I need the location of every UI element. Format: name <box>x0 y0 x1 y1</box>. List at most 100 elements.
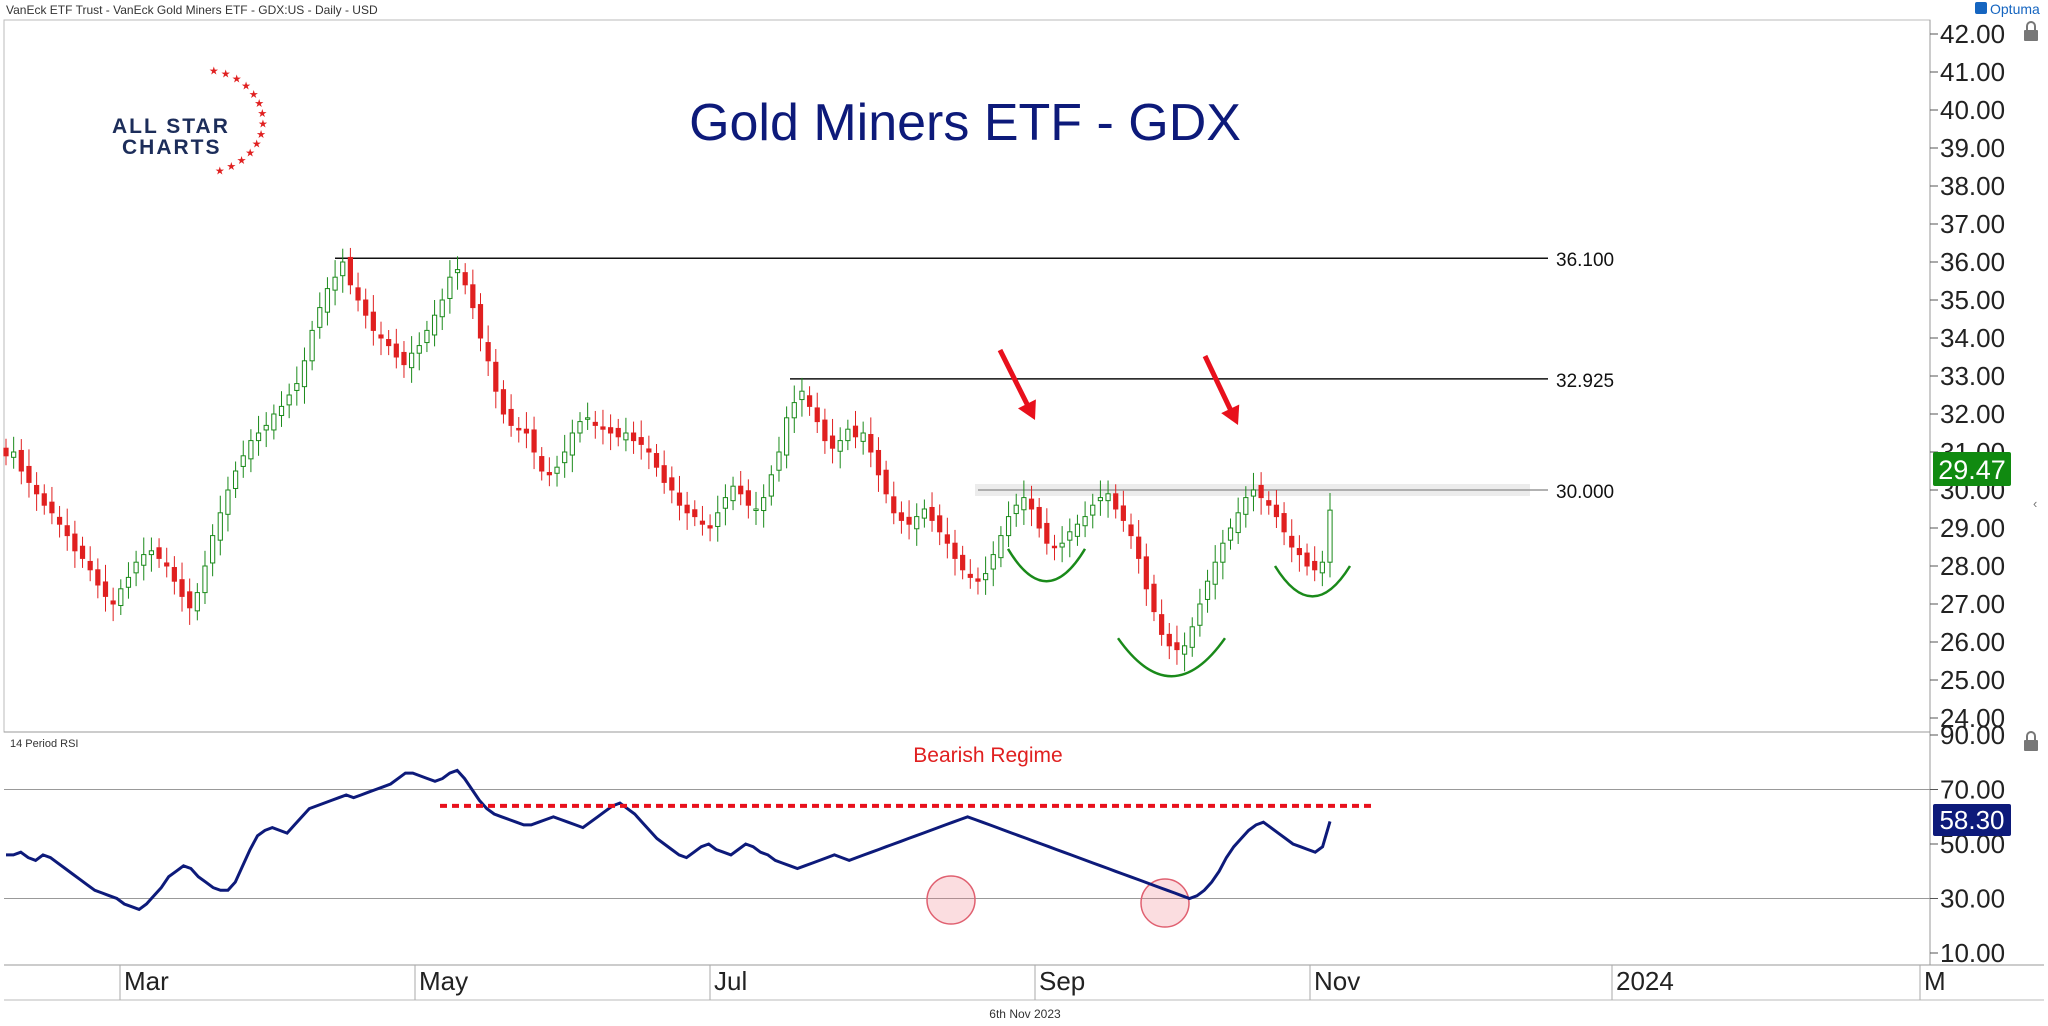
all-star-charts-logo: ALL STAR CHARTS ★ ★ ★★★★★★★★★★★★ <box>112 65 268 177</box>
candle-body <box>431 314 438 336</box>
rounded-bottom-arcs <box>1006 548 1352 678</box>
logo-star: ★ <box>241 81 251 93</box>
rounded-bottom-arc <box>1006 548 1087 583</box>
price-tick-label: 33.00 <box>1940 361 2005 391</box>
rsi-reference-lines <box>4 789 1930 899</box>
candle-body <box>470 284 476 309</box>
candle-body <box>485 342 491 362</box>
logo-star: ★ <box>257 108 267 120</box>
candle-body <box>164 562 170 567</box>
candle-body <box>378 334 384 339</box>
candle-body <box>868 434 874 453</box>
candle-body <box>875 449 882 476</box>
candle-body <box>822 419 828 442</box>
candle-body <box>500 389 507 415</box>
rsi-panel-title: 14 Period RSI <box>10 738 78 750</box>
candle-body <box>401 351 407 366</box>
collapse-chevron-icon[interactable]: ‹ <box>2033 496 2037 511</box>
candle-body <box>363 299 369 316</box>
candle-body <box>217 512 223 541</box>
candle-body <box>814 407 820 423</box>
candle-body <box>921 508 927 519</box>
price-lock-icon[interactable] <box>2024 21 2038 41</box>
candle-body <box>883 469 889 495</box>
candle-body <box>531 429 537 453</box>
date-tick-label: Nov <box>1314 966 1360 996</box>
price-tick-label: 38.00 <box>1940 171 2005 201</box>
candle-body <box>187 591 193 609</box>
logo-line1: ALL STAR <box>112 115 230 138</box>
candle-body <box>1005 516 1012 537</box>
candle-body <box>133 561 139 574</box>
candle-body <box>799 390 805 401</box>
price-tick-label: 35.00 <box>1940 285 2005 315</box>
logo-star: ★ <box>254 98 264 110</box>
date-tick-label: May <box>419 966 468 996</box>
price-tick-label: 32.00 <box>1940 399 2005 429</box>
candle-body <box>1235 512 1241 534</box>
candle-body <box>1189 626 1195 648</box>
candle-body <box>1250 489 1257 497</box>
candle-body <box>286 394 292 406</box>
optuma-label: Optuma <box>1990 1 2040 17</box>
candle-body <box>852 425 859 438</box>
last-price-badge-bg <box>1933 452 2011 486</box>
candle-body <box>41 493 47 506</box>
date-tick-label: Sep <box>1039 966 1085 996</box>
candle-body <box>692 509 698 518</box>
price-tick-label: 42.00 <box>1940 19 2005 49</box>
rsi-last-value: 58.30 <box>1939 805 2004 835</box>
candle-body <box>255 432 262 442</box>
candle-body <box>1044 522 1050 544</box>
candle-body <box>210 535 216 564</box>
candle-body <box>1143 556 1149 590</box>
candle-body <box>699 520 706 525</box>
instrument-label: VanEck ETF Trust - VanEck Gold Miners ET… <box>6 3 378 17</box>
candle-body <box>1136 536 1142 559</box>
candle-body <box>1090 504 1096 516</box>
candle-body <box>944 534 950 544</box>
candle-body <box>1128 524 1134 537</box>
candle-body <box>776 451 782 471</box>
candle-body <box>722 497 729 509</box>
candle-body <box>87 560 93 571</box>
rounded-bottom-arc <box>1273 565 1352 598</box>
price-tick-label: 41.00 <box>1940 57 2005 87</box>
candle-body <box>332 276 338 291</box>
candle-body <box>1212 561 1218 585</box>
candle-body <box>715 512 721 527</box>
candle-body <box>998 535 1004 559</box>
rsi-lock-icon[interactable] <box>2024 731 2038 751</box>
candle-body <box>194 592 200 612</box>
price-tick-label: 34.00 <box>1940 323 2005 353</box>
candle-body <box>975 578 981 582</box>
candle-body <box>171 567 177 582</box>
candle-body <box>837 440 843 452</box>
candle-body <box>585 417 591 420</box>
candle-body <box>1327 509 1333 563</box>
candle-body <box>577 421 583 434</box>
oversold-circle <box>926 875 976 925</box>
resistance-arrow-head <box>1221 404 1240 425</box>
candle-body <box>990 554 996 570</box>
candle-body <box>960 554 966 571</box>
candle-body <box>554 466 560 474</box>
candle-body <box>937 515 943 533</box>
logo-star: ★ <box>237 155 247 167</box>
logo-star: ★ <box>221 69 231 81</box>
candle-body <box>730 485 736 502</box>
price-tick-label: 27.00 <box>1940 589 2005 619</box>
candle-body <box>3 447 9 457</box>
level-label: 32.925 <box>1556 371 1614 392</box>
last-price-value: 29.47 <box>1938 455 2006 485</box>
candle-body <box>761 497 767 512</box>
candle-body <box>546 472 552 476</box>
candle-body <box>424 329 430 344</box>
level-label: 36.100 <box>1556 250 1614 271</box>
candle-body <box>638 437 644 445</box>
candle-body <box>669 477 675 491</box>
candle-body <box>386 339 392 347</box>
candle-body <box>1067 531 1073 541</box>
candle-body <box>1013 504 1019 515</box>
candle-body <box>653 453 660 468</box>
